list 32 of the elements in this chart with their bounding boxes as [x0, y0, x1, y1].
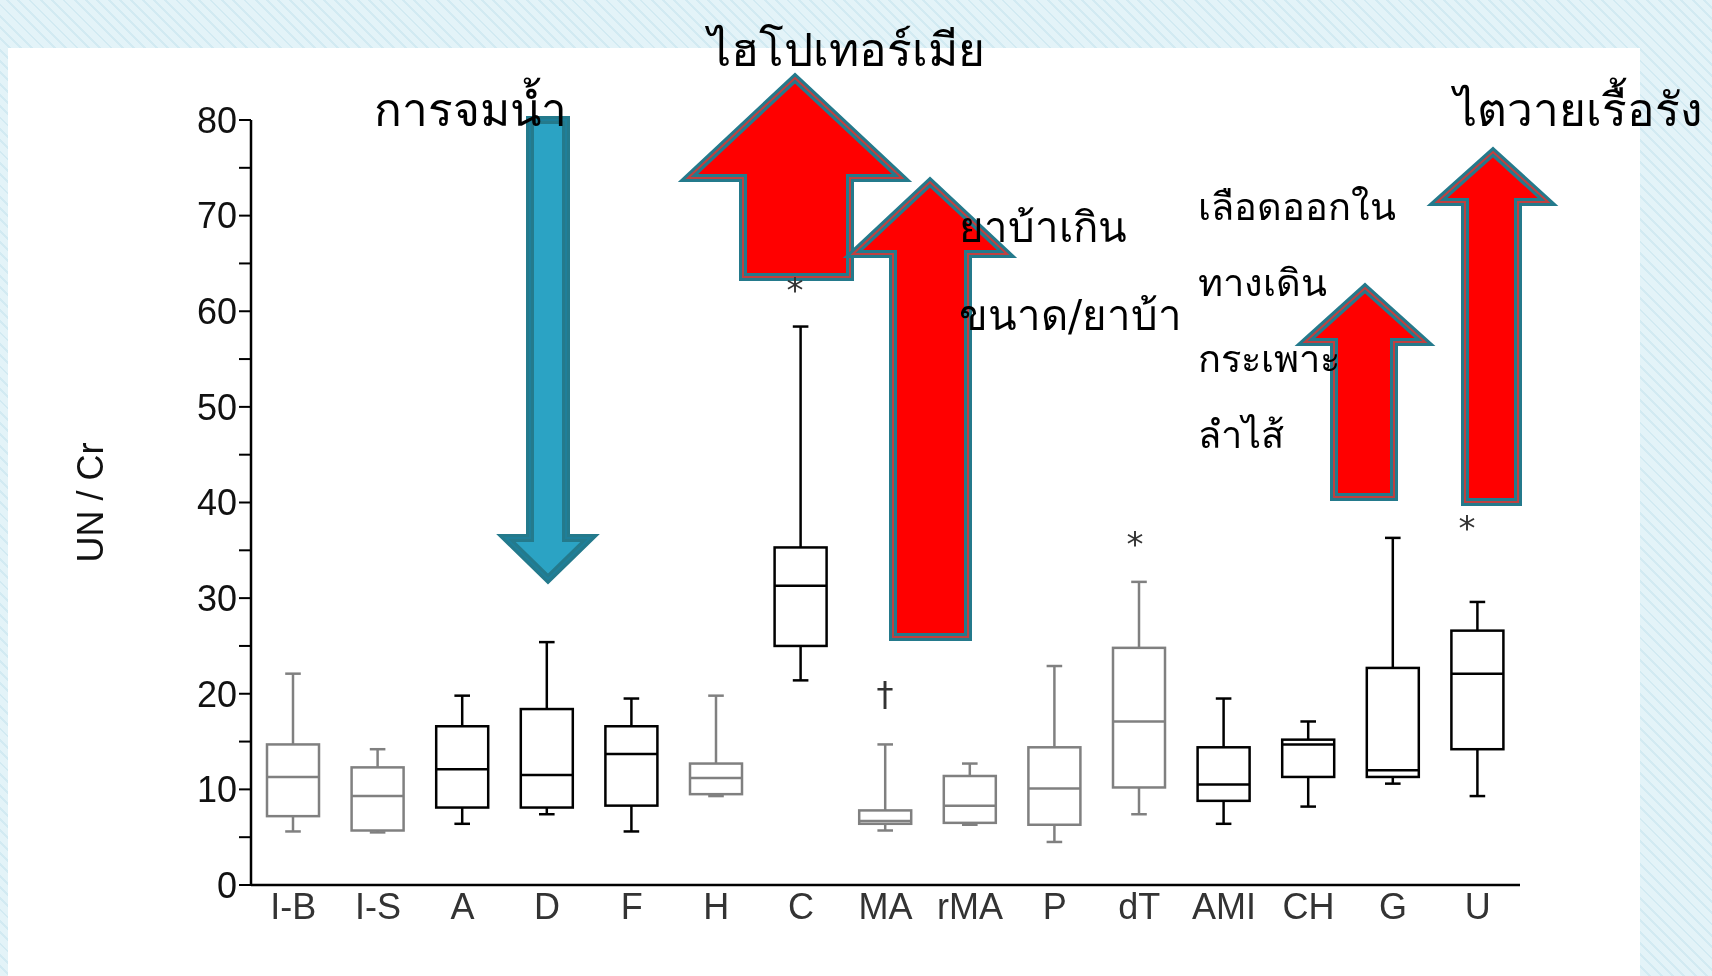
x-tick-label: H: [703, 885, 730, 927]
y-axis-title: UN / Cr: [69, 442, 111, 563]
x-tick-label: MA: [858, 885, 913, 927]
x-tick-label: U: [1464, 885, 1491, 927]
y-tick-label: 40: [196, 482, 237, 524]
y-tick-label: 70: [196, 195, 237, 237]
y-tick-label: 20: [196, 673, 237, 715]
x-tick-label: P: [1042, 885, 1067, 927]
y-tick-label: 50: [196, 386, 237, 428]
text: ไฮโปเทอร์เมีย: [703, 23, 985, 77]
x-tick-label: AMI: [1191, 885, 1256, 927]
x-tick-label: G: [1379, 885, 1408, 927]
x-tick-label: CH: [1282, 885, 1335, 927]
y-tick-label: 10: [196, 769, 237, 811]
y-tick-label: 60: [196, 291, 237, 333]
annotation: †: [876, 674, 894, 714]
annotation: การจมน้ำ: [373, 77, 567, 137]
annotation: ไตวายเรื้อรัง: [1450, 77, 1702, 137]
y-tick-label: 30: [196, 577, 237, 619]
annotation: *: [1458, 508, 1476, 548]
x-tick-label: D: [534, 885, 561, 927]
x-tick-label: dT: [1118, 885, 1161, 927]
annotation: *: [1126, 524, 1144, 564]
x-tick-label: rMA: [937, 885, 1004, 927]
x-tick-label: I-B: [270, 885, 317, 927]
x-tick-label: F: [620, 885, 643, 927]
x-tick-label: A: [450, 885, 475, 927]
y-tick-label: 0: [216, 864, 237, 906]
x-tick-label: C: [787, 885, 814, 927]
x-tick-label: I-S: [354, 885, 401, 927]
y-tick-label: 80: [196, 99, 237, 141]
annotation: *: [786, 270, 804, 310]
